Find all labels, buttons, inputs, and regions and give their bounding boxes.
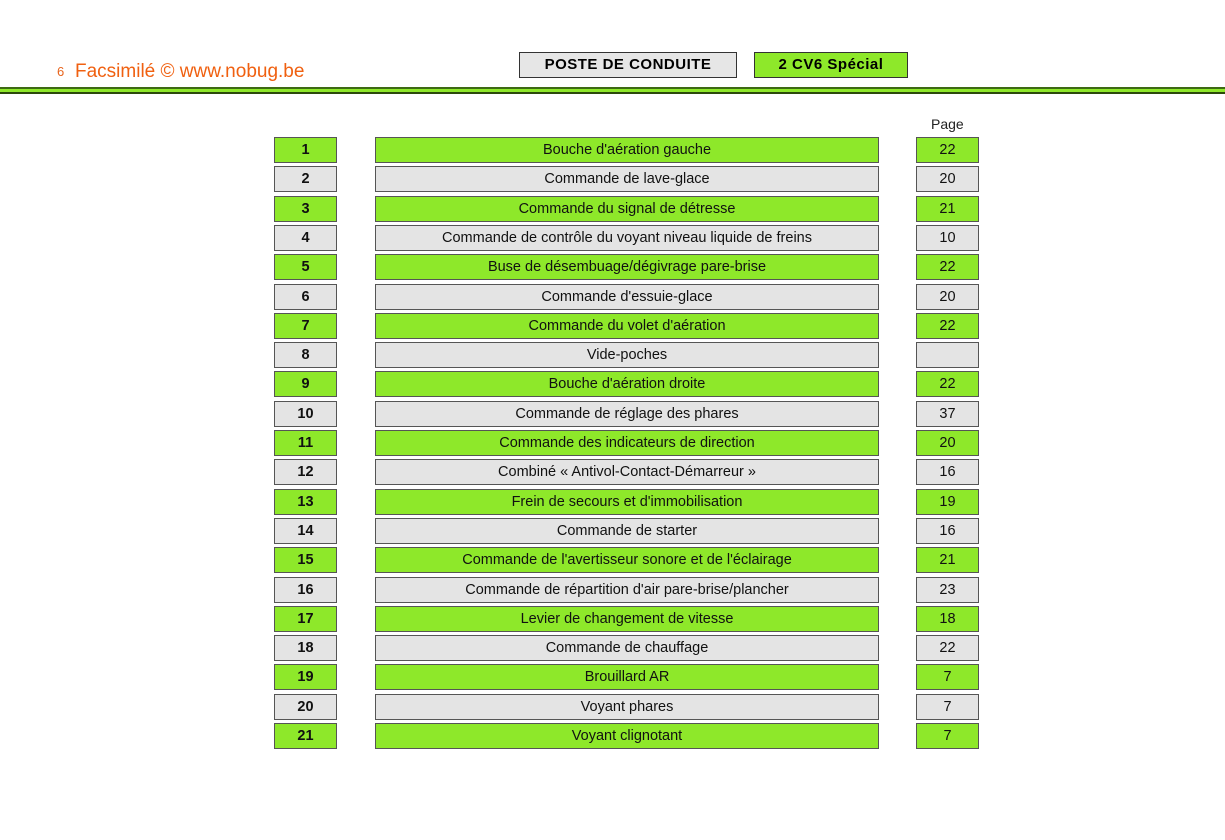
item-label: Vide-poches xyxy=(375,342,879,369)
item-number: 1 xyxy=(274,137,337,163)
item-page: 22 xyxy=(916,137,979,163)
item-label: Commande de contrôle du voyant niveau li… xyxy=(375,224,879,251)
item-number: 16 xyxy=(274,576,337,603)
item-label: Bouche d'aération droite xyxy=(375,371,879,398)
item-page: 10 xyxy=(916,224,979,251)
item-label: Commande du signal de détresse xyxy=(375,195,879,222)
header-rule xyxy=(0,89,1225,92)
header-rule xyxy=(0,87,1225,89)
watermark: Facsimilé © www.nobug.be xyxy=(75,61,305,82)
item-number: 20 xyxy=(274,693,337,720)
item-label: Levier de changement de vitesse xyxy=(375,605,879,632)
item-page: 20 xyxy=(916,166,979,193)
item-label: Commande de réglage des phares xyxy=(375,400,879,427)
item-page: 37 xyxy=(916,400,979,427)
page-column-header: Page xyxy=(931,116,964,132)
item-number: 8 xyxy=(274,342,337,369)
item-number: 18 xyxy=(274,635,337,662)
item-number: 13 xyxy=(274,488,337,515)
item-label: Commande d'essuie-glace xyxy=(375,283,879,310)
item-number: 3 xyxy=(274,195,337,222)
item-number: 17 xyxy=(274,605,337,632)
item-label: Commande de répartition d'air pare-brise… xyxy=(375,576,879,603)
item-page: 22 xyxy=(916,635,979,662)
item-label: Commande des indicateurs de direction xyxy=(375,430,879,456)
item-page: 23 xyxy=(916,576,979,603)
item-label: Commande de lave-glace xyxy=(375,166,879,193)
item-page: 7 xyxy=(916,723,979,749)
item-label: Commande de starter xyxy=(375,517,879,544)
header-rule xyxy=(0,92,1225,94)
item-number: 4 xyxy=(274,224,337,251)
item-label: Commande de chauffage xyxy=(375,635,879,662)
section-title: POSTE DE CONDUITE xyxy=(519,52,737,78)
item-page: 18 xyxy=(916,605,979,632)
item-number: 7 xyxy=(274,312,337,339)
item-label: Brouillard AR xyxy=(375,664,879,691)
item-label: Voyant phares xyxy=(375,693,879,720)
item-label: Buse de désembuage/dégivrage pare-brise xyxy=(375,254,879,281)
item-number: 9 xyxy=(274,371,337,398)
item-page: 22 xyxy=(916,312,979,339)
item-page: 16 xyxy=(916,517,979,544)
item-page xyxy=(916,342,979,369)
item-page: 19 xyxy=(916,488,979,515)
item-page: 20 xyxy=(916,430,979,456)
item-page: 22 xyxy=(916,371,979,398)
item-page: 21 xyxy=(916,195,979,222)
item-number: 10 xyxy=(274,400,337,427)
item-page: 7 xyxy=(916,664,979,691)
item-number: 11 xyxy=(274,430,337,456)
item-label: Voyant clignotant xyxy=(375,723,879,749)
item-number: 15 xyxy=(274,547,337,574)
item-page: 21 xyxy=(916,547,979,574)
item-number: 19 xyxy=(274,664,337,691)
item-page: 22 xyxy=(916,254,979,281)
item-number: 6 xyxy=(274,283,337,310)
item-number: 14 xyxy=(274,517,337,544)
item-label: Commande de l'avertisseur sonore et de l… xyxy=(375,547,879,574)
item-page: 20 xyxy=(916,283,979,310)
page-number: 6 xyxy=(57,64,65,79)
item-label: Bouche d'aération gauche xyxy=(375,137,879,163)
item-page: 7 xyxy=(916,693,979,720)
item-number: 12 xyxy=(274,459,337,486)
item-number: 2 xyxy=(274,166,337,193)
item-page: 16 xyxy=(916,459,979,486)
item-number: 21 xyxy=(274,723,337,749)
item-number: 5 xyxy=(274,254,337,281)
item-label: Combiné « Antivol-Contact-Démarreur » xyxy=(375,459,879,486)
item-label: Frein de secours et d'immobilisation xyxy=(375,488,879,515)
model-label: 2 CV6 Spécial xyxy=(754,52,908,78)
item-label: Commande du volet d'aération xyxy=(375,312,879,339)
